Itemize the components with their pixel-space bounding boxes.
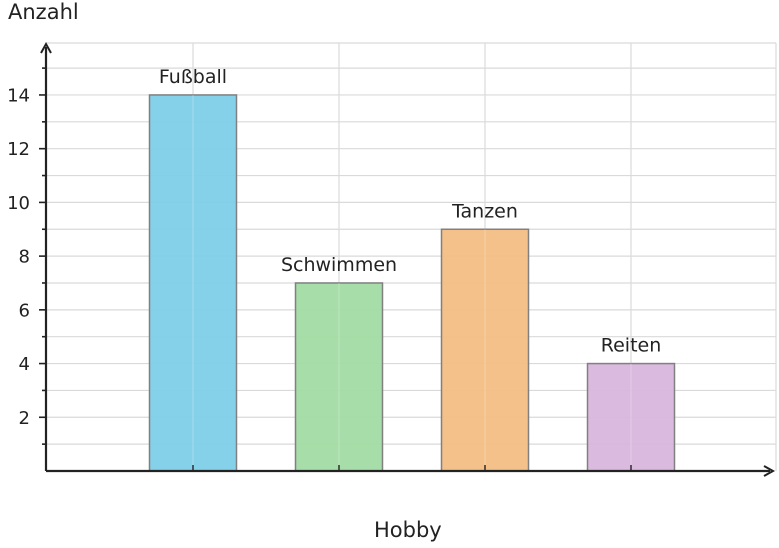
y-ticks: 2 4 6 8 10 12 14	[7, 67, 632, 471]
y-tick-label: 4	[19, 354, 30, 375]
y-tick-label: 2	[19, 408, 30, 429]
y-axis-arrow	[40, 41, 52, 54]
bar-labels: Fußball Schwimmen Tanzen Reiten	[159, 66, 661, 357]
bar-label: Tanzen	[451, 200, 518, 222]
y-axis-label: Anzahl	[8, 0, 79, 24]
x-axis-arrow	[763, 465, 776, 477]
y-tick-label: 12	[7, 139, 30, 160]
bar	[148, 94, 238, 472]
bar-label: Fußball	[159, 66, 227, 88]
bar-label: Reiten	[601, 335, 662, 357]
bar	[586, 362, 676, 472]
y-tick-label: 10	[7, 193, 30, 214]
bar-label: Schwimmen	[281, 254, 397, 276]
axes	[40, 41, 776, 477]
bar	[440, 228, 530, 472]
y-tick-label: 8	[19, 247, 30, 268]
x-axis-label: Hobby	[374, 518, 442, 542]
y-tick-label: 6	[19, 300, 30, 321]
y-tick-label: 14	[7, 85, 30, 106]
bars	[148, 94, 676, 472]
